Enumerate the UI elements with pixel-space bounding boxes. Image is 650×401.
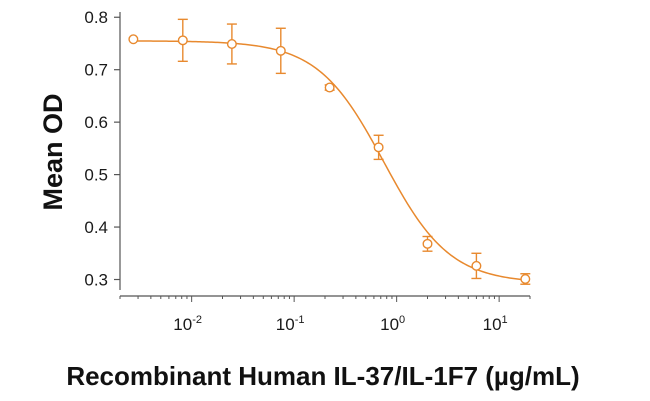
y-tick-label: 0.6 (84, 113, 108, 132)
x-tick-label: 101 (483, 314, 508, 334)
y-tick-label: 0.7 (84, 61, 108, 80)
x-tick-exponent: 1 (502, 314, 508, 326)
data-point (324, 82, 335, 93)
x-tick-exponent: -2 (192, 314, 202, 326)
data-point (128, 34, 139, 45)
data-point (177, 35, 188, 46)
y-tick-label: 0.5 (84, 166, 108, 185)
x-tick-exponent: 0 (399, 314, 405, 326)
data-point (471, 260, 482, 271)
data-point (275, 45, 286, 56)
data-point (520, 273, 531, 284)
y-tick-label: 0.8 (84, 8, 108, 27)
x-tick-base: 10 (483, 315, 502, 334)
y-tick-label: 0.4 (84, 218, 108, 237)
fit-curve (133, 40, 526, 281)
y-axis-label: Mean OD (38, 93, 68, 210)
x-tick-base: 10 (276, 315, 295, 334)
x-axis: 10-2 10-1 100 101 (119, 295, 531, 334)
y-axis: 0.3 0.4 0.5 0.6 0.7 0.8 (84, 8, 121, 290)
data-point (226, 38, 237, 49)
x-tick-exponent: -1 (295, 314, 305, 326)
x-tick-base: 10 (380, 315, 399, 334)
data-point (422, 238, 433, 249)
x-tick-label: 100 (380, 314, 405, 334)
data-point (373, 142, 384, 153)
y-tick-label: 0.3 (84, 271, 108, 290)
x-tick-label: 10-1 (276, 314, 305, 334)
x-tick-base: 10 (173, 315, 192, 334)
x-axis-label: Recombinant Human IL-37/IL-1F7 (µg/mL) (66, 361, 579, 391)
x-tick-label: 10-2 (173, 314, 202, 334)
